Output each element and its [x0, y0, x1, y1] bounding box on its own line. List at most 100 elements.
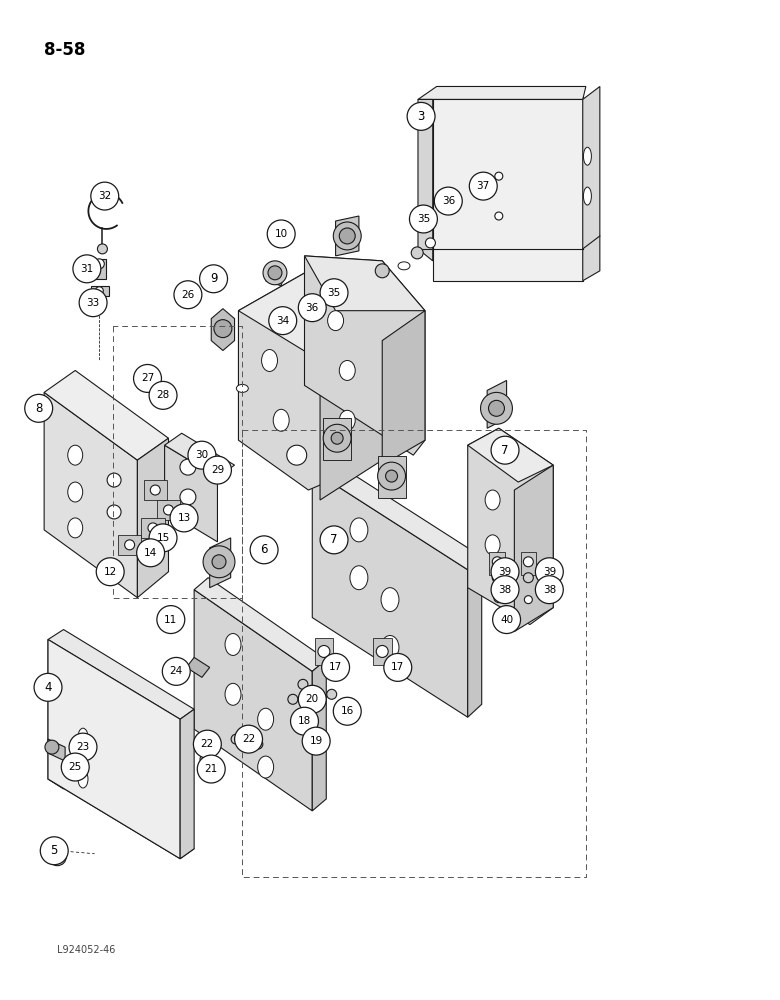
Ellipse shape — [381, 588, 399, 612]
Circle shape — [492, 573, 502, 583]
Text: 6: 6 — [261, 543, 268, 556]
Circle shape — [48, 848, 66, 866]
Circle shape — [498, 572, 515, 588]
Polygon shape — [48, 640, 63, 789]
Circle shape — [287, 445, 307, 465]
Ellipse shape — [78, 728, 88, 746]
Text: 4: 4 — [44, 681, 51, 694]
Circle shape — [263, 261, 287, 285]
Circle shape — [318, 645, 330, 657]
Text: 15: 15 — [157, 533, 170, 543]
Circle shape — [149, 524, 177, 552]
Circle shape — [488, 400, 505, 416]
Circle shape — [41, 837, 68, 865]
Circle shape — [375, 264, 389, 278]
Text: 39: 39 — [498, 567, 512, 577]
Text: 7: 7 — [330, 533, 338, 546]
Text: 17: 17 — [329, 662, 342, 672]
Circle shape — [94, 259, 105, 269]
Circle shape — [298, 679, 308, 689]
Circle shape — [269, 307, 296, 335]
Circle shape — [62, 753, 89, 781]
Polygon shape — [514, 465, 553, 632]
Circle shape — [470, 172, 497, 200]
Ellipse shape — [350, 566, 368, 590]
Text: 24: 24 — [169, 666, 183, 676]
Text: 37: 37 — [477, 181, 490, 191]
Ellipse shape — [78, 770, 88, 788]
Ellipse shape — [261, 350, 278, 371]
Polygon shape — [488, 380, 506, 428]
Circle shape — [480, 392, 512, 424]
Polygon shape — [520, 552, 536, 575]
Ellipse shape — [485, 490, 500, 510]
Circle shape — [188, 441, 216, 469]
Text: 31: 31 — [80, 264, 94, 274]
Polygon shape — [373, 638, 392, 665]
Text: 36: 36 — [441, 196, 455, 206]
Polygon shape — [382, 311, 425, 465]
Circle shape — [157, 606, 185, 634]
Text: 11: 11 — [165, 615, 177, 625]
Polygon shape — [378, 456, 406, 498]
Ellipse shape — [236, 384, 248, 392]
Circle shape — [180, 459, 196, 475]
Circle shape — [493, 606, 520, 634]
Circle shape — [69, 733, 97, 761]
Polygon shape — [90, 286, 108, 296]
Ellipse shape — [68, 518, 83, 538]
Circle shape — [151, 485, 160, 495]
Circle shape — [125, 540, 135, 550]
Polygon shape — [165, 445, 218, 542]
Text: 13: 13 — [177, 513, 190, 523]
Text: 5: 5 — [51, 844, 58, 857]
Text: 36: 36 — [306, 303, 319, 313]
Ellipse shape — [68, 445, 83, 465]
Circle shape — [320, 279, 348, 307]
Circle shape — [495, 212, 503, 220]
Circle shape — [250, 536, 278, 564]
Circle shape — [523, 573, 534, 583]
Polygon shape — [210, 538, 231, 588]
Circle shape — [407, 102, 435, 130]
Ellipse shape — [398, 262, 410, 270]
Circle shape — [524, 596, 532, 604]
Circle shape — [302, 727, 330, 755]
Ellipse shape — [257, 708, 274, 730]
Text: 3: 3 — [417, 110, 425, 123]
Text: 22: 22 — [200, 739, 214, 749]
Text: 26: 26 — [181, 290, 194, 300]
Polygon shape — [157, 500, 180, 520]
Circle shape — [411, 247, 424, 259]
Circle shape — [149, 381, 177, 409]
Circle shape — [235, 725, 263, 753]
Circle shape — [107, 473, 121, 487]
Circle shape — [495, 172, 503, 180]
Circle shape — [214, 320, 232, 338]
Circle shape — [320, 526, 348, 554]
Circle shape — [425, 238, 435, 248]
Polygon shape — [239, 271, 390, 490]
Text: 30: 30 — [195, 450, 208, 460]
Polygon shape — [490, 552, 505, 575]
Text: 40: 40 — [500, 615, 513, 625]
Circle shape — [321, 653, 349, 681]
Text: 8: 8 — [35, 402, 42, 415]
Polygon shape — [186, 657, 210, 677]
Text: 8-58: 8-58 — [44, 41, 86, 59]
Circle shape — [491, 558, 519, 586]
Circle shape — [98, 244, 108, 254]
Ellipse shape — [350, 518, 368, 542]
Circle shape — [535, 576, 563, 604]
Circle shape — [180, 489, 196, 505]
Circle shape — [378, 462, 406, 490]
Text: 12: 12 — [104, 567, 117, 577]
Polygon shape — [48, 769, 194, 859]
Text: 35: 35 — [417, 214, 430, 224]
Circle shape — [95, 287, 103, 295]
Polygon shape — [48, 630, 194, 719]
Ellipse shape — [339, 410, 355, 430]
Text: 16: 16 — [341, 706, 354, 716]
Text: 9: 9 — [210, 272, 218, 285]
Circle shape — [268, 266, 282, 280]
